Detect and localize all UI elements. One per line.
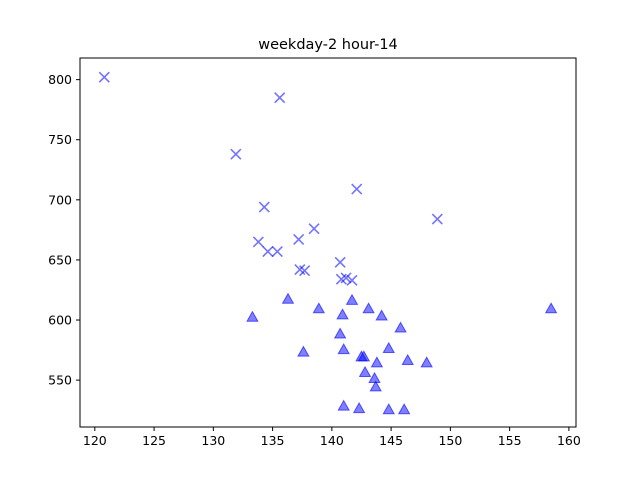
y-tick-label: 650 bbox=[48, 252, 72, 267]
chart-title: weekday-2 hour-14 bbox=[258, 37, 398, 53]
point-x-marker bbox=[258, 201, 270, 213]
point-triangle-marker bbox=[281, 292, 295, 304]
x-tick-label: 135 bbox=[261, 433, 285, 448]
point-x-marker bbox=[334, 256, 346, 268]
point-triangle-marker bbox=[352, 401, 366, 414]
x-tick-label: 140 bbox=[320, 433, 344, 448]
y-tick-label: 700 bbox=[48, 192, 72, 207]
x-axis: 120 125 130 135 140 145 150 155 160 bbox=[83, 427, 581, 448]
y-tick-label: 550 bbox=[48, 373, 72, 388]
point-x-marker bbox=[431, 213, 443, 225]
point-triangle-marker bbox=[358, 365, 372, 378]
point-triangle-marker bbox=[246, 310, 259, 322]
y-tick-label: 600 bbox=[48, 313, 72, 328]
x-tick-label: 125 bbox=[142, 433, 166, 448]
point-triangle-marker bbox=[401, 353, 414, 365]
x-tick-label: 120 bbox=[83, 433, 107, 448]
point-triangle-marker bbox=[420, 356, 433, 368]
y-tick-label: 800 bbox=[48, 72, 72, 87]
point-triangle-marker bbox=[375, 309, 388, 321]
point-x-marker bbox=[308, 223, 320, 235]
point-x-marker bbox=[299, 265, 311, 277]
point-triangle-marker bbox=[382, 403, 395, 415]
point-triangle-marker bbox=[369, 380, 382, 392]
point-triangle-marker bbox=[397, 403, 411, 415]
x-tick-label: 145 bbox=[379, 433, 403, 448]
series-1 bbox=[98, 71, 443, 286]
point-triangle-marker bbox=[297, 345, 310, 357]
point-x-marker bbox=[274, 92, 286, 104]
point-x-marker bbox=[230, 148, 242, 160]
point-x-marker bbox=[340, 272, 352, 284]
point-x-marker bbox=[346, 274, 358, 286]
point-triangle-marker bbox=[544, 302, 558, 314]
point-triangle-marker bbox=[312, 302, 326, 314]
point-triangle-marker bbox=[337, 343, 350, 355]
point-triangle-marker bbox=[333, 327, 347, 339]
x-tick-label: 155 bbox=[498, 433, 522, 448]
data-marks bbox=[98, 71, 558, 415]
point-triangle-marker bbox=[362, 302, 375, 314]
series-2 bbox=[246, 292, 558, 415]
x-tick-label: 160 bbox=[557, 433, 581, 448]
point-triangle-marker bbox=[345, 293, 359, 305]
x-tick-label: 150 bbox=[438, 433, 462, 448]
point-triangle-marker bbox=[337, 399, 350, 411]
point-x-marker bbox=[351, 183, 363, 195]
point-x-marker bbox=[271, 245, 283, 258]
point-triangle-marker bbox=[370, 356, 384, 368]
x-tick-label: 130 bbox=[201, 433, 225, 448]
plot-frame bbox=[79, 57, 577, 428]
point-triangle-marker bbox=[394, 321, 407, 333]
point-triangle-marker bbox=[382, 341, 395, 353]
point-x-marker bbox=[293, 233, 305, 246]
point-x-marker bbox=[262, 245, 274, 258]
point-triangle-marker bbox=[336, 308, 349, 320]
point-x-marker bbox=[252, 236, 264, 248]
point-triangle-marker bbox=[357, 350, 371, 362]
y-axis: 550 600 650 700 750 800 bbox=[48, 72, 80, 388]
y-tick-label: 750 bbox=[48, 132, 72, 147]
point-x-marker bbox=[98, 71, 110, 83]
